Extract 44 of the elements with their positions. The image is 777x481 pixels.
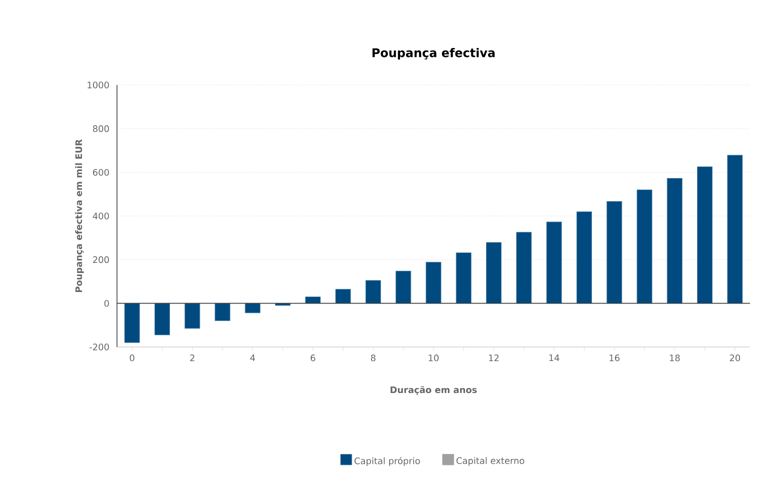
bar	[576, 211, 592, 304]
bar	[184, 303, 200, 329]
y-tick-label: 200	[93, 256, 109, 264]
x-tick-label: 0	[130, 354, 134, 362]
x-tick-label: 14	[549, 354, 560, 362]
bar	[365, 280, 381, 304]
x-tick-label: 12	[489, 354, 499, 362]
x-tick-label: 4	[250, 354, 255, 362]
x-tick-label: 10	[428, 354, 439, 362]
y-tick-label: 1000	[88, 82, 109, 88]
bar	[697, 166, 713, 304]
bar	[124, 303, 140, 343]
bar	[244, 303, 260, 314]
chart-title: Poupança efectiva	[372, 48, 495, 60]
bar	[486, 242, 502, 304]
y-tick-label: 400	[92, 212, 109, 220]
bar	[606, 201, 622, 304]
x-tick-label: 18	[670, 354, 680, 362]
x-tick-label: 8	[370, 354, 376, 362]
bar	[335, 288, 351, 304]
x-axis-title: Duração em anos	[390, 386, 477, 395]
legend-label: Capital próprio	[354, 456, 420, 466]
bar	[214, 303, 230, 321]
x-tick-label: 20	[730, 354, 740, 362]
bar	[636, 190, 652, 304]
bar	[275, 303, 291, 306]
y-tick-label: -200	[90, 344, 109, 350]
y-tick-label: 800	[92, 125, 109, 132]
bar	[456, 252, 472, 304]
y-axis-title: Poupança efectiva em mil EUR	[75, 139, 84, 292]
bar	[426, 262, 442, 304]
x-tick-label: 2	[190, 354, 194, 362]
bar	[154, 303, 170, 336]
y-tick-label: 0	[104, 300, 109, 307]
bar	[546, 222, 562, 304]
bar	[516, 232, 532, 304]
legend-label: Capital externo	[456, 457, 524, 466]
bar	[305, 296, 321, 304]
x-tick-label: 6	[310, 354, 316, 362]
bar	[396, 270, 412, 304]
y-tick-label: 600	[93, 168, 109, 176]
bar	[666, 178, 682, 304]
bar	[727, 154, 743, 304]
x-tick-label: 16	[610, 354, 620, 362]
